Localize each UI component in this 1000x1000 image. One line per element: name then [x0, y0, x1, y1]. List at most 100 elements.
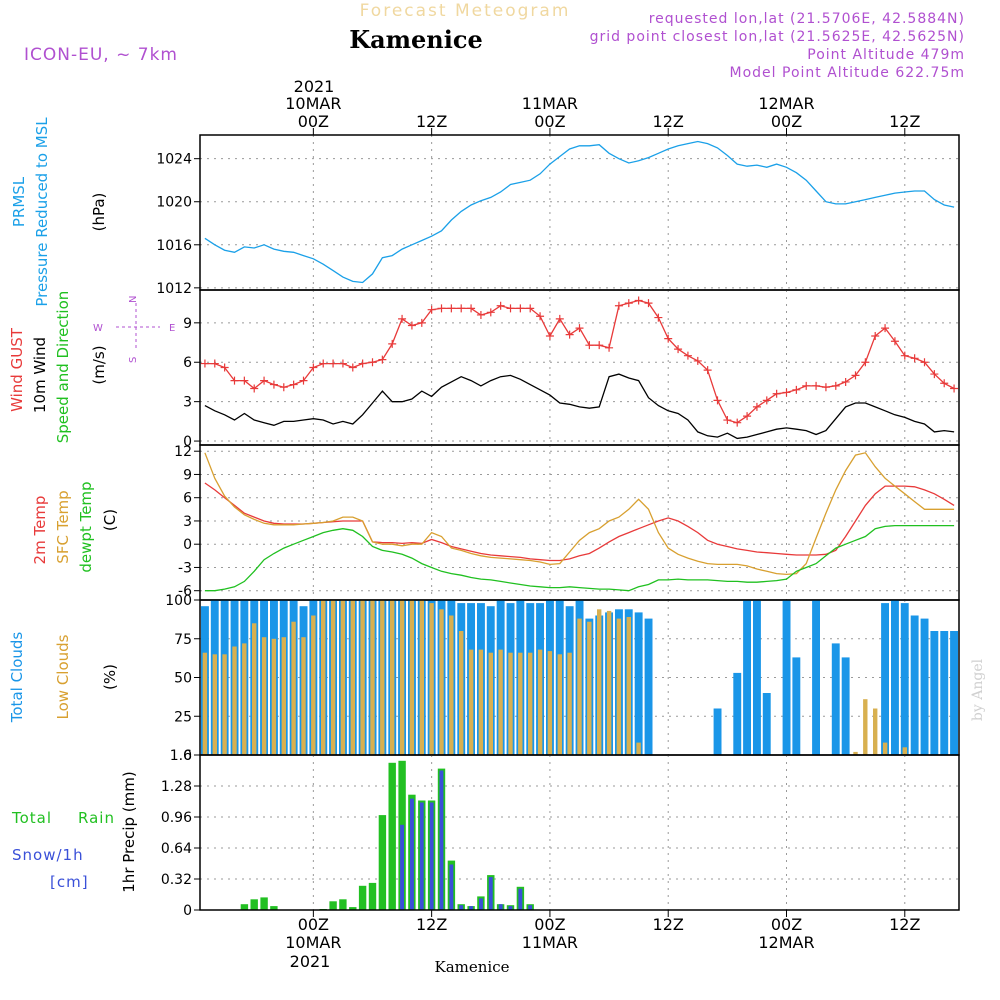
gust-marker	[733, 418, 742, 427]
low-cloud-bar	[202, 652, 208, 755]
low-cloud-bar	[606, 610, 612, 755]
low-cloud-bar	[873, 708, 878, 755]
y-tick-label: -3	[178, 560, 192, 576]
total-clouds-label: Total Clouds	[8, 632, 26, 724]
gust-marker	[890, 337, 899, 346]
y-tick-label: 1024	[156, 152, 192, 168]
gust-marker	[250, 384, 259, 393]
top-time-label: 12Z	[889, 112, 920, 131]
low-cloud-bar	[340, 600, 346, 755]
top-time-label: 00Z	[771, 112, 802, 131]
model-altitude: Model Point Altitude 622.75m	[730, 65, 965, 81]
total-cloud-bar	[743, 600, 751, 755]
snow-bar	[439, 770, 444, 910]
total-label: Total	[11, 809, 52, 827]
gust-marker	[388, 339, 397, 348]
low-cloud-bar	[449, 615, 454, 755]
bottom-date-label: 10MAR	[285, 933, 341, 952]
low-cloud-bar	[360, 600, 365, 755]
gust-marker	[338, 359, 347, 368]
gust-marker	[624, 299, 633, 308]
gust-marker	[713, 396, 722, 405]
total-cloud-bar	[762, 693, 771, 755]
gust-marker	[210, 359, 219, 368]
gust-marker	[940, 379, 949, 388]
wind-labels: Wind GUST 10m Wind Speed and Direction (…	[8, 291, 108, 444]
low-cloud-bar	[498, 649, 503, 755]
snow-bar	[429, 802, 434, 910]
total-cloud-bar	[920, 618, 929, 755]
gust-marker	[329, 359, 338, 368]
footer-location: Kamenice	[435, 958, 510, 976]
gust-marker	[526, 304, 535, 313]
low-cloud-bar	[429, 603, 434, 755]
low-cloud-bar	[242, 643, 247, 755]
total-cloud-bar	[713, 708, 722, 755]
low-cloud-bar	[518, 652, 523, 755]
gust-marker	[861, 358, 870, 367]
watermark: by Angel	[970, 658, 986, 721]
low-cloud-bar	[291, 621, 296, 755]
snow-label: Snow/1h	[12, 846, 84, 864]
gust-marker	[743, 412, 752, 421]
bottom-time-label: 12Z	[889, 915, 920, 934]
total-cloud-bar	[891, 600, 899, 755]
low-cloud-bar	[419, 600, 424, 755]
precip-axis-label: 1hr Precip (mm)	[120, 771, 138, 892]
top-time-label: 12Z	[653, 112, 684, 131]
gust-marker	[260, 376, 269, 385]
y-tick-label: 9	[183, 467, 192, 483]
pressure-unit-label: (hPa)	[90, 193, 108, 232]
gust-marker	[723, 416, 732, 425]
gust-marker	[555, 314, 564, 323]
gust-marker	[319, 359, 328, 368]
y-tick-label: 0	[183, 748, 192, 764]
low-clouds-label: Low Clouds	[54, 634, 72, 719]
low-cloud-bar	[508, 652, 513, 755]
rain-bar	[260, 897, 268, 910]
gust-marker	[930, 370, 939, 379]
y-tick-label: 3	[183, 514, 192, 530]
compass-glyph	[116, 303, 160, 351]
gust-marker	[654, 313, 663, 322]
pressure-msl-label: Pressure Reduced to MSL	[33, 117, 51, 307]
gust-marker	[782, 388, 791, 397]
series-2m-temp	[204, 482, 955, 562]
total-cloud-bar	[753, 600, 761, 755]
rain-bar	[368, 882, 377, 910]
y-tick-label: 0	[183, 537, 192, 553]
gust-marker	[309, 363, 318, 372]
panel-frame	[199, 754, 960, 911]
snow-bar	[479, 898, 483, 910]
low-cloud-bar	[281, 637, 286, 755]
gust-marker	[772, 389, 781, 398]
low-cloud-bar	[488, 652, 493, 755]
compass-south: S	[128, 357, 139, 363]
total-cloud-bar	[634, 612, 643, 755]
low-cloud-bar	[321, 600, 326, 755]
compass-north: N	[128, 296, 139, 303]
compass-west: W	[93, 323, 103, 334]
snow-bar	[419, 802, 424, 910]
gust-marker	[881, 324, 890, 333]
low-cloud-bar	[468, 649, 474, 755]
total-cloud-bar	[930, 631, 939, 755]
gust-marker	[427, 305, 436, 314]
snow-bar	[508, 906, 513, 910]
low-cloud-bar	[567, 652, 572, 755]
gust-marker	[506, 304, 515, 313]
gust-marker	[200, 359, 209, 368]
series-wind-gust	[204, 299, 955, 424]
low-cloud-bar	[459, 631, 464, 755]
total-cloud-bar	[644, 618, 653, 755]
total-cloud-bar	[831, 643, 840, 755]
series-sfc-temp	[204, 452, 955, 576]
total-cloud-bar	[900, 603, 909, 755]
gust-marker	[871, 331, 880, 340]
gust-marker	[614, 301, 623, 310]
gust-marker	[752, 402, 761, 411]
panel-pressure: 1012 1016 1020 1024	[156, 134, 960, 297]
rain-label: Rain	[78, 809, 115, 827]
temp-labels: 2m Temp SFC Temp dewpt Temp (C)	[31, 481, 119, 572]
snow-bar	[498, 904, 503, 910]
